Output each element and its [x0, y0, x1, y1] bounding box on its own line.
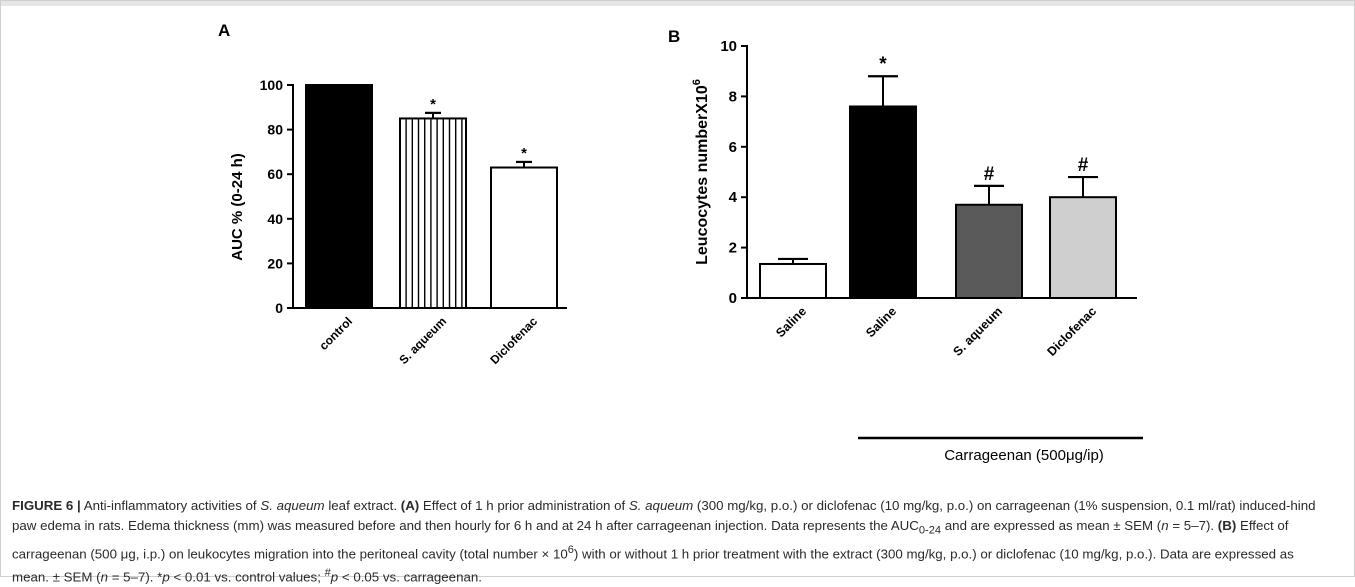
panel-a-y-tick-label: 40	[267, 211, 283, 227]
caption-label-a: (A)	[400, 498, 420, 513]
y-axis-label-b-suffix: X10	[694, 85, 711, 114]
y-axis-label-b-exponent: 6	[691, 79, 703, 85]
caption-text-1: Anti-inflammatory activities of	[80, 498, 261, 513]
panel-b-y-tick-label: 8	[729, 88, 737, 105]
caption-text-3: Effect of 1 h prior administration of	[419, 498, 629, 513]
panel-b-bar	[1049, 196, 1117, 299]
panel-b-significance-mark: #	[1078, 155, 1089, 176]
caption-species-2: S. aqueum	[628, 498, 694, 513]
panel-a-y-tick-label: 80	[267, 122, 283, 138]
caption-text-6: = 5–7).	[1168, 517, 1218, 533]
panel-b-x-tick-label: Saline	[863, 304, 899, 340]
y-axis-label-a: AUC % (0-24 h)	[229, 153, 246, 261]
chart-panel-b: B Leucocytes numberX106 Carrageenan (500…	[668, 27, 1143, 464]
panel-b-bar	[849, 105, 917, 300]
panel-a-x-tick-label: S. aqueum	[396, 314, 449, 367]
caption-text-4: (300 mg/kg, p.o.) or diclofenac (10 mg/k…	[12, 498, 1316, 533]
panel-b-significance-mark: *	[879, 54, 887, 75]
y-axis-label-b: Leucocytes numberX106	[691, 79, 711, 265]
panel-b-y-tick-label: 10	[720, 38, 737, 55]
panel-b-x-tick-label: Diclofenac	[1045, 304, 1100, 359]
panel-a-significance-mark: *	[430, 96, 436, 113]
chart-panel-a: A AUC % (0-24 h) 0 20 40 60 80 100 control * S. …	[218, 21, 567, 367]
panel-label-b: B	[668, 27, 680, 46]
panel-a-y-tick-label: 60	[267, 166, 283, 182]
y-axis-label-b-main: Leucocytes number	[694, 114, 711, 265]
figure-caption: FIGURE 6 | Anti-inflammatory activities …	[12, 496, 1332, 587]
panel-a-significance-mark: *	[521, 145, 527, 162]
caption-text-5: and are expressed as mean ± SEM (	[941, 517, 1162, 533]
caption-label-b: (B)	[1217, 517, 1237, 533]
caption-text-2: leaf extract.	[324, 498, 401, 513]
panel-a-y-tick-label: 0	[275, 300, 283, 316]
panel-b-x-tick-label: S. aqueum	[951, 304, 1006, 359]
panel-b-y-tick-label: 4	[729, 189, 738, 206]
panel-a-x-tick-label: Diclofenac	[487, 314, 540, 367]
panel-b-y-tick-label: 6	[729, 139, 737, 156]
panel-b-x-tick-label: Saline	[773, 304, 809, 340]
caption-figure-label: FIGURE 6 |	[12, 498, 81, 513]
panel-b-y-tick-label: 2	[729, 240, 737, 257]
caption-text-7: Effect of carrageenan (500 μg, i.p.) on …	[12, 517, 1289, 562]
panel-label-a: A	[218, 21, 230, 40]
panel-a-bar	[399, 117, 467, 309]
caption-species-1: S. aqueum	[260, 498, 325, 513]
panel-b-bar	[759, 262, 827, 300]
panel-b-y-tick-label: 0	[729, 290, 737, 307]
caption-hash: #	[324, 566, 331, 579]
caption-n-1: n	[1161, 517, 1169, 533]
group-label-carrageenan: Carrageenan (500μg/ip)	[944, 447, 1104, 464]
panel-b-significance-mark: #	[984, 164, 995, 185]
panel-b-bar	[955, 203, 1023, 299]
caption-auc-subscript: 0-24	[918, 524, 942, 537]
panel-a-x-tick-label: control	[316, 314, 355, 353]
top-divider	[0, 0, 1355, 6]
panel-a-bar	[305, 84, 373, 309]
panel-a-y-tick-label: 100	[260, 77, 284, 93]
panel-a-y-tick-label: 20	[267, 255, 283, 271]
panel-a-bar	[490, 166, 558, 309]
caption-exponent: 6	[567, 543, 574, 556]
